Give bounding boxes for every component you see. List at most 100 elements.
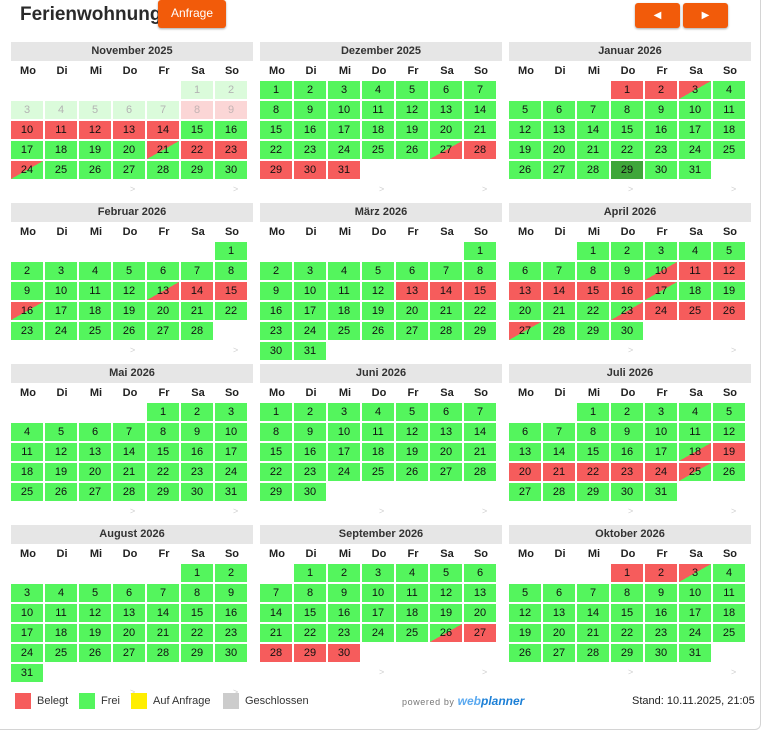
- day-cell-free[interactable]: 10: [679, 584, 713, 604]
- day-cell-free[interactable]: 1: [215, 242, 249, 262]
- day-cell-free[interactable]: 29: [611, 644, 645, 664]
- day-cell-free[interactable]: 25: [328, 322, 362, 342]
- day-cell-free[interactable]: 27: [113, 644, 147, 664]
- day-cell-arrival[interactable]: 13: [147, 282, 181, 302]
- day-cell-free[interactable]: 26: [509, 644, 543, 664]
- day-cell-free[interactable]: 7: [464, 81, 498, 101]
- day-cell-free[interactable]: 16: [645, 604, 679, 624]
- day-cell-free[interactable]: 1: [294, 564, 328, 584]
- day-cell-departure[interactable]: 3: [679, 564, 713, 584]
- day-cell-free[interactable]: 28: [543, 322, 577, 342]
- day-cell-free[interactable]: 14: [260, 604, 294, 624]
- day-cell-free[interactable]: 28: [464, 463, 498, 483]
- day-cell-free[interactable]: 24: [362, 624, 396, 644]
- day-cell-booked[interactable]: 2: [645, 81, 679, 101]
- day-cell-booked[interactable]: 15: [577, 282, 611, 302]
- day-cell-free[interactable]: 15: [611, 604, 645, 624]
- day-cell-free[interactable]: 20: [543, 141, 577, 161]
- day-cell-free[interactable]: 5: [79, 584, 113, 604]
- day-cell-past-free[interactable]: 2: [215, 81, 249, 101]
- day-cell-free[interactable]: 16: [611, 443, 645, 463]
- day-cell-free[interactable]: 12: [113, 282, 147, 302]
- day-cell-booked[interactable]: 20: [509, 463, 543, 483]
- day-cell-free[interactable]: 25: [713, 141, 747, 161]
- day-cell-free[interactable]: 16: [181, 443, 215, 463]
- day-cell-free[interactable]: 13: [430, 423, 464, 443]
- day-cell-free[interactable]: 29: [464, 322, 498, 342]
- day-cell-free[interactable]: 16: [260, 302, 294, 322]
- day-cell-free[interactable]: 9: [611, 423, 645, 443]
- day-cell-departure[interactable]: 21: [147, 141, 181, 161]
- day-cell-free[interactable]: 17: [328, 443, 362, 463]
- day-cell-free[interactable]: 16: [328, 604, 362, 624]
- day-cell-free[interactable]: 26: [79, 644, 113, 664]
- day-cell-free[interactable]: 22: [294, 624, 328, 644]
- day-cell-free[interactable]: 23: [294, 463, 328, 483]
- day-cell-free[interactable]: 23: [181, 463, 215, 483]
- day-cell-free[interactable]: 15: [181, 121, 215, 141]
- day-cell-free[interactable]: 21: [113, 463, 147, 483]
- day-cell-free[interactable]: 10: [679, 101, 713, 121]
- day-cell-free[interactable]: 20: [430, 121, 464, 141]
- day-cell-past-booked[interactable]: 9: [215, 101, 249, 121]
- day-cell-free[interactable]: 17: [679, 121, 713, 141]
- day-cell-booked[interactable]: 13: [396, 282, 430, 302]
- day-cell-booked[interactable]: 31: [328, 161, 362, 181]
- day-cell-free[interactable]: 25: [362, 463, 396, 483]
- day-cell-free[interactable]: 30: [215, 161, 249, 181]
- day-cell-free[interactable]: 30: [645, 161, 679, 181]
- day-cell-free[interactable]: 12: [396, 423, 430, 443]
- day-cell-free[interactable]: 12: [45, 443, 79, 463]
- day-cell-free[interactable]: 28: [181, 322, 215, 342]
- day-cell-free[interactable]: 27: [79, 483, 113, 503]
- day-cell-free[interactable]: 7: [543, 423, 577, 443]
- day-cell-free[interactable]: 5: [713, 403, 747, 423]
- day-cell-free[interactable]: 21: [577, 141, 611, 161]
- day-cell-free[interactable]: 22: [181, 624, 215, 644]
- day-cell-free[interactable]: 9: [294, 101, 328, 121]
- day-cell-free[interactable]: 15: [294, 604, 328, 624]
- day-cell-free[interactable]: 25: [79, 322, 113, 342]
- day-cell-booked[interactable]: 12: [713, 262, 747, 282]
- day-cell-free[interactable]: 12: [362, 282, 396, 302]
- day-cell-past-free[interactable]: 6: [113, 101, 147, 121]
- day-cell-free[interactable]: 9: [328, 584, 362, 604]
- day-cell-free[interactable]: 8: [181, 584, 215, 604]
- day-cell-free[interactable]: 6: [430, 81, 464, 101]
- day-cell-free[interactable]: 4: [328, 262, 362, 282]
- day-cell-free[interactable]: 21: [577, 624, 611, 644]
- day-cell-free[interactable]: 3: [45, 262, 79, 282]
- day-cell-free[interactable]: 20: [113, 624, 147, 644]
- day-cell-free[interactable]: 18: [362, 443, 396, 463]
- day-cell-free[interactable]: 29: [147, 483, 181, 503]
- day-cell-free[interactable]: 28: [577, 644, 611, 664]
- day-cell-free[interactable]: 22: [611, 624, 645, 644]
- day-cell-free[interactable]: 12: [396, 101, 430, 121]
- day-cell-free[interactable]: 18: [11, 463, 45, 483]
- day-cell-free[interactable]: 5: [396, 81, 430, 101]
- day-cell-free[interactable]: 11: [362, 101, 396, 121]
- day-cell-free[interactable]: 28: [147, 161, 181, 181]
- day-cell-free[interactable]: 5: [509, 101, 543, 121]
- day-cell-free[interactable]: 4: [79, 262, 113, 282]
- day-cell-booked[interactable]: 28: [260, 644, 294, 664]
- day-cell-free[interactable]: 23: [645, 141, 679, 161]
- day-cell-free[interactable]: 20: [509, 302, 543, 322]
- day-cell-free[interactable]: 2: [260, 262, 294, 282]
- day-cell-free[interactable]: 5: [713, 242, 747, 262]
- day-cell-free[interactable]: 6: [147, 262, 181, 282]
- day-cell-free[interactable]: 3: [11, 584, 45, 604]
- day-cell-free[interactable]: 7: [181, 262, 215, 282]
- day-cell-free[interactable]: 24: [679, 141, 713, 161]
- day-cell-free[interactable]: 16: [215, 121, 249, 141]
- day-cell-free[interactable]: 20: [464, 604, 498, 624]
- day-cell-free[interactable]: 9: [294, 423, 328, 443]
- day-cell-free[interactable]: 20: [113, 141, 147, 161]
- day-cell-booked[interactable]: 27: [464, 624, 498, 644]
- day-cell-departure[interactable]: 16: [11, 302, 45, 322]
- day-cell-free[interactable]: 19: [430, 604, 464, 624]
- day-cell-free[interactable]: 18: [328, 302, 362, 322]
- day-cell-free[interactable]: 2: [181, 403, 215, 423]
- day-cell-free[interactable]: 21: [464, 443, 498, 463]
- day-cell-free[interactable]: 11: [396, 584, 430, 604]
